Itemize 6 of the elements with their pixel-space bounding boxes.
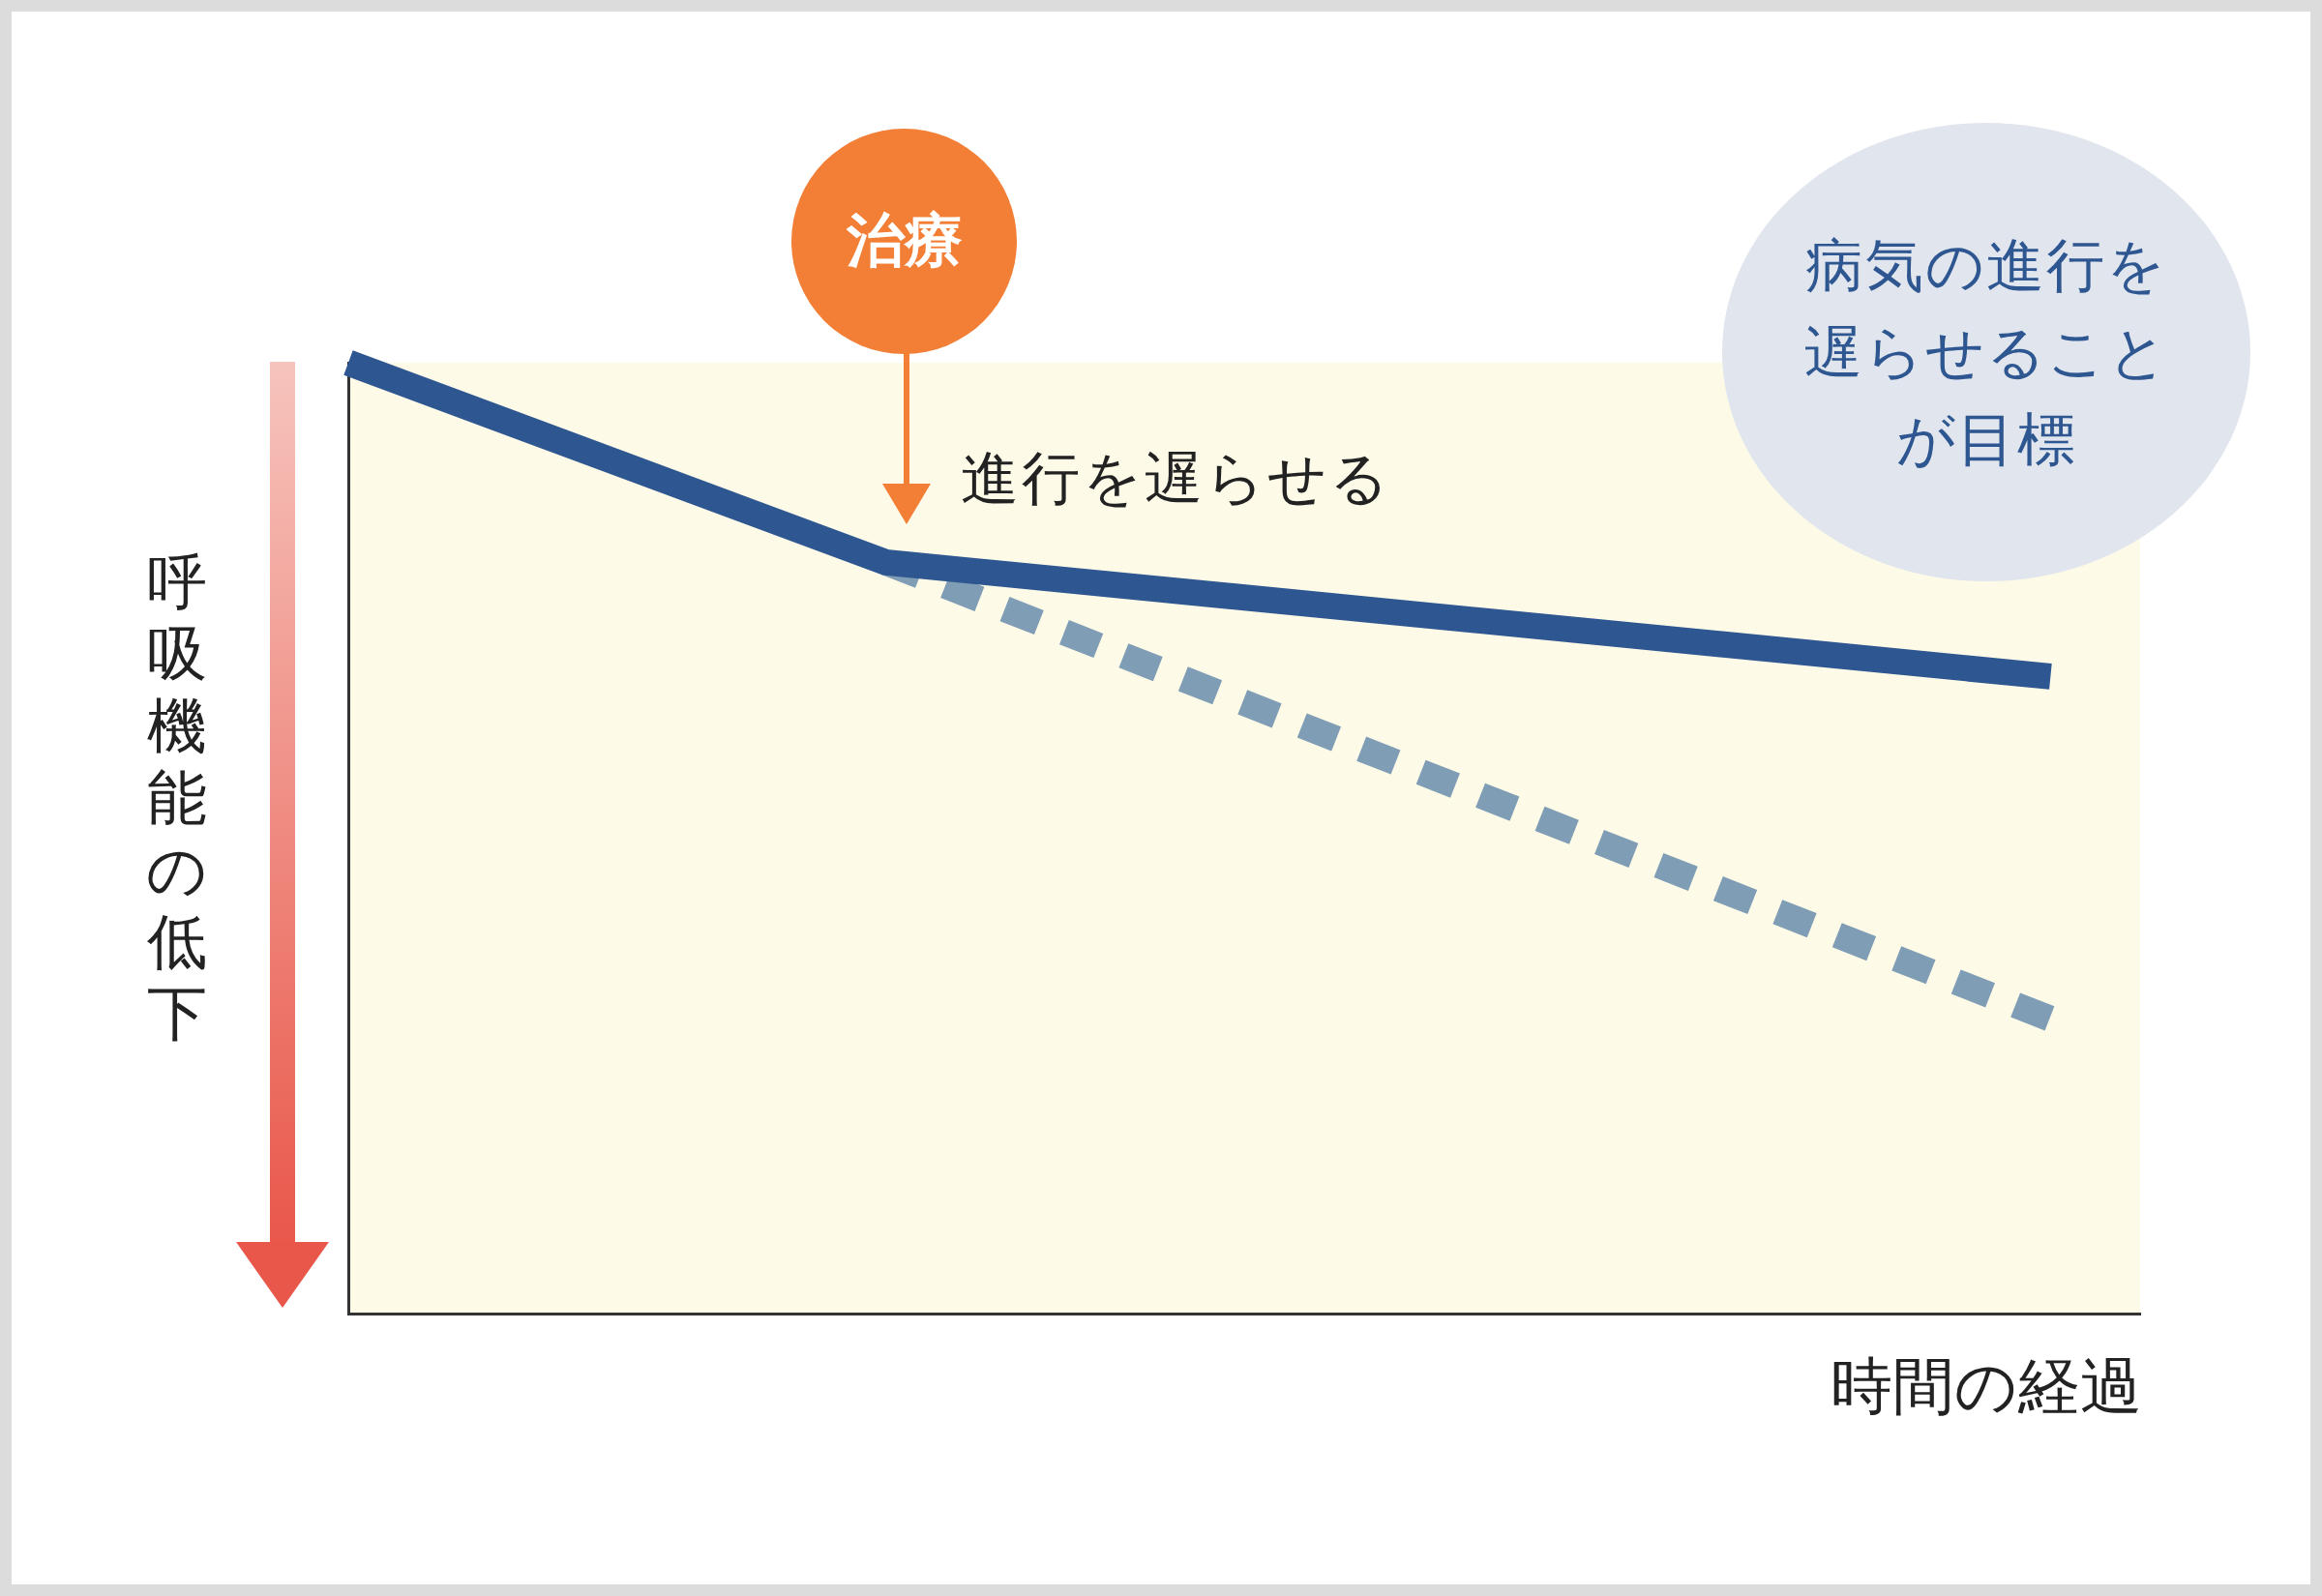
circle-badge: 治療 (791, 129, 1017, 354)
x-axis-title: 時間の経過 (1831, 1349, 2142, 1424)
annotation: 病気の進行を遅らせることが目標 (1802, 230, 2170, 475)
ellipse-bubble: 病気の進行を遅らせることが目標 (1722, 123, 2250, 581)
annotation: 進行を遅らせる (961, 443, 1391, 514)
y-axis-title: 呼吸機能の低下 (145, 547, 209, 1050)
